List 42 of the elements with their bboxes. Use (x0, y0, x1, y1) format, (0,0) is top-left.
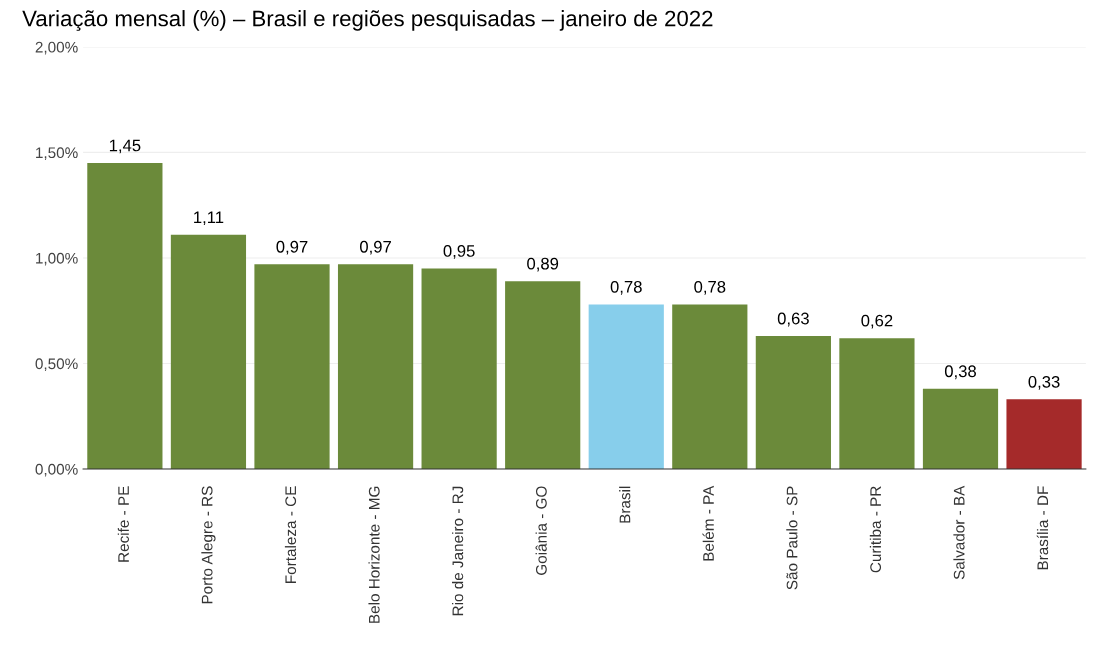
y-tick-label: 2,00% (35, 41, 78, 55)
y-tick-label: 0,50% (35, 358, 78, 371)
data-label: 0,95 (443, 245, 475, 259)
x-tick-label: Recife - PE (117, 486, 129, 562)
data-label: 0,97 (360, 240, 391, 255)
data-label: 0,33 (1028, 375, 1060, 390)
data-label: 0,97 (276, 240, 308, 255)
x-tick-label: Curitiba - PR (869, 486, 882, 573)
chart-title: Variação mensal (%) – Brasil e regiões pesquisadas – janeiro de 2022 (22, 10, 713, 31)
x-tick-label: Goiânia - GO (535, 486, 547, 575)
x-tick-label: Brasil (619, 486, 631, 523)
bar (505, 281, 581, 469)
x-tick-label: Belo Horizonte - MG (368, 486, 380, 623)
data-label: 0,63 (777, 312, 809, 327)
data-label: 0,78 (610, 280, 642, 295)
data-label: 0,62 (861, 314, 893, 329)
x-tick-label: Fortaleza - CE (284, 486, 297, 583)
data-label: 1,45 (109, 139, 141, 154)
bar (672, 304, 748, 469)
bar (922, 388, 999, 469)
bar (421, 268, 497, 469)
data-label: 1,11 (194, 211, 224, 226)
bar (1006, 399, 1082, 469)
data-label: 0,38 (944, 365, 976, 380)
y-tick-label: 1,50% (36, 147, 78, 160)
x-tick-label: Salvador - BA (953, 485, 965, 580)
bar (755, 336, 831, 469)
bar (839, 338, 915, 469)
bar (588, 304, 664, 469)
y-tick-label: 0,00% (35, 463, 78, 477)
bar (170, 234, 247, 469)
x-tick-label: Brasília - DF (1036, 486, 1049, 570)
data-label: 0,78 (694, 280, 726, 295)
x-tick-label: Belém - PA (702, 485, 714, 561)
bar (87, 162, 163, 469)
x-tick-label: São Paulo - SP (786, 486, 798, 590)
bar (337, 264, 414, 469)
x-tick-label: Porto Alegre - RS (201, 486, 216, 604)
bar (254, 264, 330, 469)
y-tick-label: 1,00% (36, 252, 78, 266)
x-tick-label: Rio de Janeiro - RJ (452, 486, 464, 616)
data-label: 0,89 (527, 257, 559, 272)
